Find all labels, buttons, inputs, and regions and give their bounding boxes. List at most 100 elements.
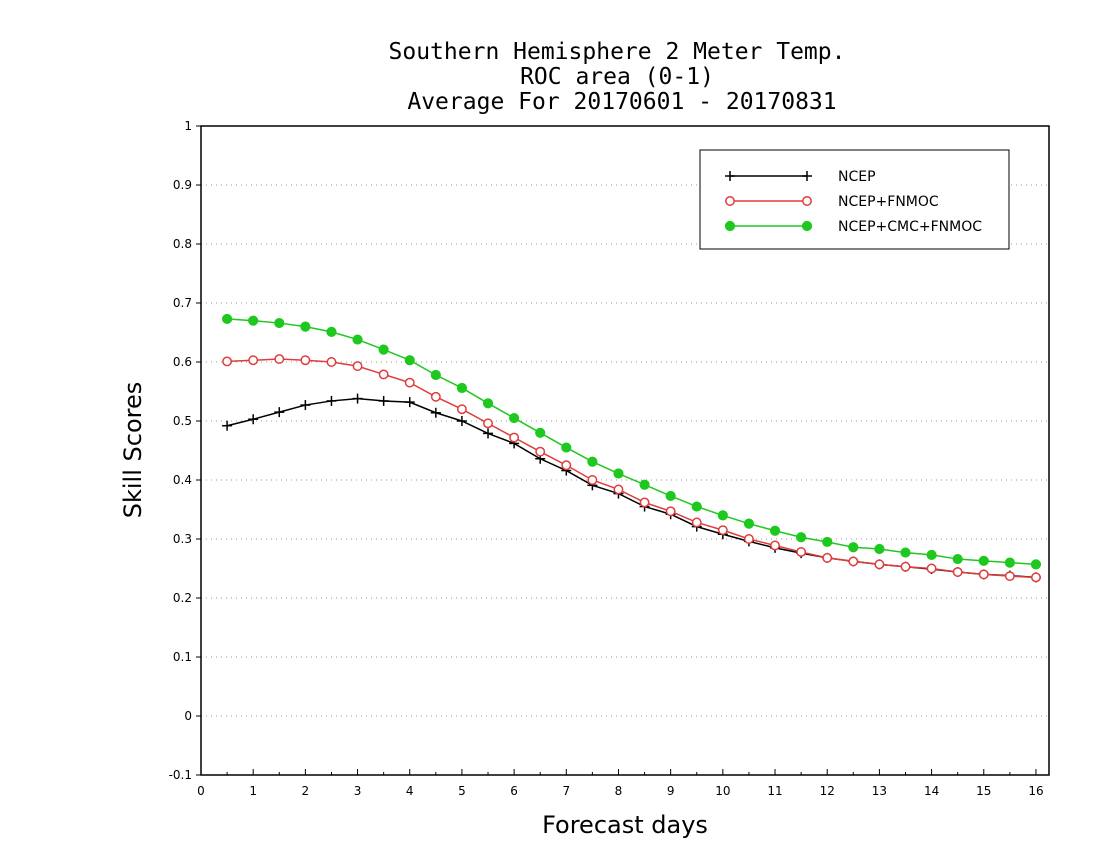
x-tick-label: 13 (872, 784, 887, 798)
series-line (227, 318, 1037, 566)
data-point (222, 420, 233, 431)
legend-label: NCEP+CMC+FNMOC (838, 219, 982, 235)
plot-frame (200, 125, 1050, 776)
legend-marker (725, 171, 735, 181)
x-tick-label: 12 (820, 784, 835, 798)
x-tick-label: 8 (615, 784, 623, 798)
data-point (456, 382, 468, 394)
data-point (769, 525, 781, 536)
data-point (483, 428, 494, 439)
data-point (1031, 572, 1041, 583)
axes: -0.100.10.20.30.40.50.60.70.80.910 1 2 3 4 5 6… (169, 119, 1044, 798)
y-tick-label: 1 (184, 119, 192, 133)
x-axis-title: Forecast days (542, 811, 708, 839)
data-point (221, 313, 233, 325)
data-point (770, 540, 780, 551)
x-tick-label: 16 (1028, 784, 1043, 798)
legend-entry: NCEP+FNMOC (725, 194, 939, 210)
x-tick-label: 2 (302, 784, 310, 798)
x-tick-label: 11 (767, 784, 782, 798)
y-tick-label: 0.4 (173, 473, 192, 487)
legend: NCEP NCEP+FNMOC NCEP+CMC+FNMOC (699, 149, 1010, 250)
data-point (691, 501, 702, 512)
x-tick-label: 1 (249, 784, 257, 798)
series-line (227, 358, 1036, 579)
legend-marker (725, 196, 735, 206)
data-point (665, 506, 676, 517)
data-point (978, 555, 989, 566)
data-point (1004, 557, 1015, 568)
x-tick-label: 7 (562, 784, 570, 798)
data-point (352, 334, 363, 345)
data-point (378, 395, 389, 406)
data-point (848, 542, 859, 553)
data-point (743, 534, 754, 544)
legend-label: NCEP (838, 169, 876, 185)
data-point (587, 475, 598, 485)
data-point (978, 569, 989, 580)
series-ncep-cmc-fnmoc (221, 313, 1042, 570)
data-point (274, 317, 285, 329)
y-tick-label: 0.8 (173, 237, 192, 251)
x-tick-label: 9 (667, 784, 675, 798)
y-axis-title: Skill Scores (119, 382, 147, 519)
y-tick-label: 0.7 (173, 296, 192, 310)
data-point (639, 497, 650, 508)
data-point (561, 460, 572, 471)
data-point (509, 412, 520, 424)
data-point (326, 395, 337, 406)
data-point (483, 418, 493, 429)
data-point (430, 407, 441, 418)
legend-box (699, 149, 1010, 250)
y-tick-label: 0.9 (173, 178, 192, 192)
data-point (822, 552, 833, 563)
data-point (352, 361, 363, 372)
data-point (561, 442, 572, 453)
data-point (1030, 559, 1042, 570)
data-point (900, 547, 911, 558)
data-point (248, 355, 259, 366)
data-point (430, 391, 441, 402)
data-point (796, 532, 807, 543)
y-tick-label: 0.5 (173, 414, 192, 428)
data-point (300, 321, 311, 332)
gridlines (201, 184, 1049, 717)
data-point (378, 369, 389, 380)
data-point (926, 563, 937, 574)
legend-label: NCEP+FNMOC (838, 194, 939, 210)
legend-entry: NCEP+CMC+FNMOC (724, 219, 982, 235)
x-tick-label: 5 (458, 784, 466, 798)
y-tick-label: 0.6 (173, 355, 192, 369)
data-point (926, 549, 937, 561)
data-point (717, 525, 728, 536)
data-point (665, 490, 676, 502)
data-point (874, 559, 885, 570)
chart-title: Southern Hemisphere 2 Meter Temp. ROC ar… (389, 39, 846, 115)
x-tick-label: 15 (976, 784, 991, 798)
data-point (326, 357, 337, 367)
x-tick-label: 14 (924, 784, 939, 798)
legend-entry: NCEP (725, 169, 876, 185)
x-tick-label: 4 (406, 784, 414, 798)
y-tick-label: -0.1 (169, 768, 192, 782)
y-tick-label: 0.3 (173, 532, 192, 546)
legend-marker (802, 171, 812, 181)
data-point (874, 543, 885, 555)
data-point (691, 517, 702, 528)
legend-marker (802, 196, 812, 206)
data-point (300, 400, 311, 411)
data-point (352, 393, 363, 404)
data-point (456, 404, 467, 415)
data-point (613, 484, 624, 495)
x-tick-label: 0 (197, 784, 205, 798)
data-point (274, 354, 285, 364)
data-point (248, 315, 259, 326)
data-point (430, 369, 441, 381)
data-point (482, 398, 494, 409)
x-tick-label: 3 (354, 784, 362, 798)
series-line (226, 397, 1037, 579)
data-point (717, 510, 728, 521)
data-point (300, 355, 311, 366)
chart-title-line-2: ROC area (0-1) (520, 64, 714, 90)
